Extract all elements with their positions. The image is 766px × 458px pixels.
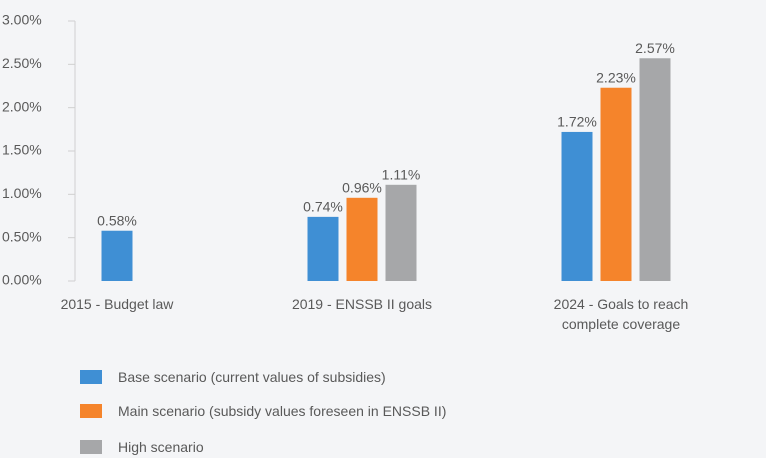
x-tick-label: 2019 - ENSSB II goals (291, 296, 433, 312)
data-label: 1.11% (382, 167, 421, 183)
y-tick-label: 0.00% (2, 272, 42, 288)
bar (101, 230, 133, 281)
bar (639, 58, 671, 282)
legend-swatch (80, 404, 102, 418)
bar (346, 197, 378, 281)
data-label: 0.96% (342, 180, 382, 196)
bar (561, 131, 593, 281)
legend-label: High scenario (118, 439, 204, 455)
legend-item: Main scenario (subsidy values foreseen i… (80, 403, 446, 419)
y-tick-label: 0.50% (2, 228, 42, 244)
bar (307, 216, 339, 281)
x-tick-label: 2024 - Goals to reach complete coverage (553, 296, 689, 332)
data-label: 1.72% (557, 114, 597, 130)
bar (600, 87, 632, 281)
data-label: 0.74% (303, 199, 343, 215)
y-tick-label: 2.00% (2, 98, 42, 114)
y-tick-label: 1.00% (2, 185, 42, 201)
y-tick-label: 1.50% (2, 142, 42, 158)
legend-swatch (80, 370, 102, 384)
data-label: 2.57% (635, 40, 675, 56)
data-label: 2.23% (596, 69, 636, 85)
y-tick-label: 3.00% (2, 12, 42, 28)
x-tick-label: 2015 - Budget law (60, 296, 174, 312)
y-tick-label: 2.50% (2, 55, 42, 71)
legend-label: Main scenario (subsidy values foreseen i… (118, 403, 447, 419)
legend-item: Base scenario (current values of subsidi… (80, 369, 386, 385)
bar (385, 184, 417, 281)
legend-label: Base scenario (current values of subsidi… (118, 369, 386, 385)
legend-item: High scenario (80, 439, 204, 455)
legend-swatch (80, 440, 102, 454)
data-label: 0.58% (97, 212, 137, 228)
